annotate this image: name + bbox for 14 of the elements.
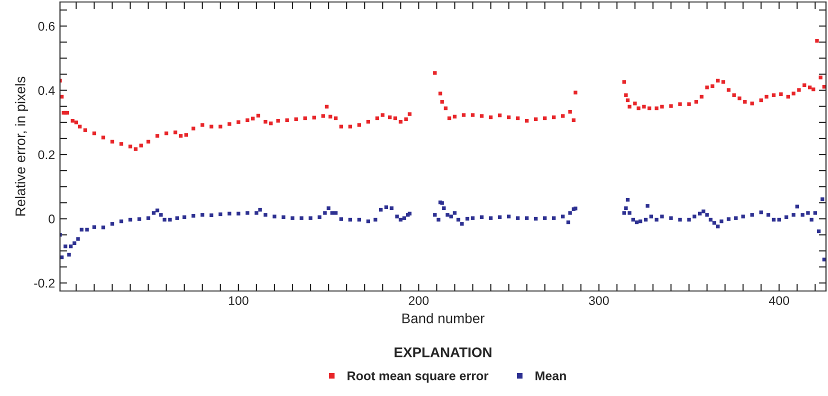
legend-label: Mean — [536, 372, 566, 380]
legend-title: EXPLANATION — [394, 347, 492, 358]
y-tick-label: 0 — [48, 214, 55, 224]
legend-label: Root mean square error — [348, 372, 488, 383]
x-tick-label: 400 — [769, 296, 790, 306]
x-tick-label: 100 — [228, 296, 248, 306]
y-tick-label: 0.4 — [38, 86, 55, 95]
y-tick-label: 0.2 — [38, 150, 55, 160]
y-tick-label: 0.6 — [38, 22, 55, 31]
y-axis-title: Relative error, in pixels — [15, 76, 28, 216]
x-tick-label: 300 — [588, 296, 609, 306]
x-tick-label: 200 — [408, 296, 429, 306]
y-tick-label: -0.2 — [34, 278, 55, 288]
x-axis-title: Band number — [402, 313, 484, 324]
